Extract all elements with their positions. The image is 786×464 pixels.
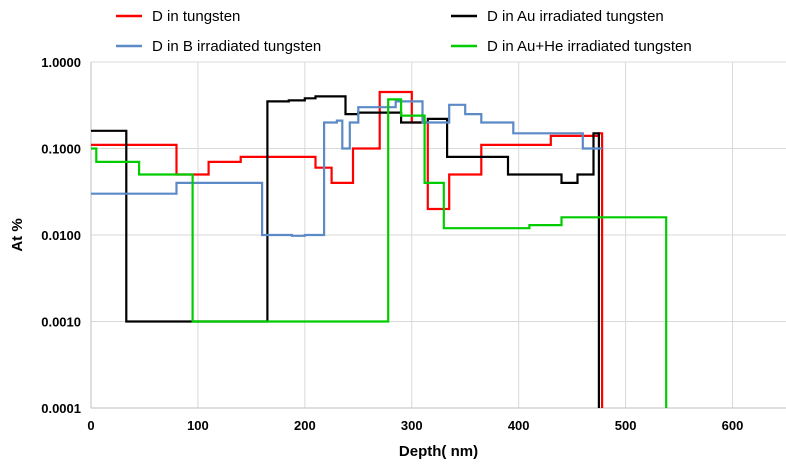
x-tick-label: 600 [722,418,744,433]
plot-frame [90,62,786,409]
series-line-1 [91,90,604,408]
series-line-4 [91,98,668,408]
x-tick-label: 100 [187,418,209,433]
legend-label-1: D in tungsten [152,8,240,25]
x-tick-labels: 0 100 200 300 400 500 600 [87,418,743,433]
x-axis-title: Depth( nm) [399,443,478,460]
x-tick-label: 200 [294,418,316,433]
gridlines [91,61,786,409]
legend: D in tungsten D in Au irradiated tungsten… [116,8,692,55]
series-layer [91,90,668,408]
x-tick-label: 0 [87,418,94,433]
series-line-2 [91,95,600,408]
y-tick-label: 0.1000 [41,142,81,157]
x-tick-label: 300 [401,418,423,433]
x-tick-label: 400 [508,418,530,433]
series-line-3 [91,100,603,237]
y-tick-label: 1.0000 [41,55,81,70]
y-axis-title: At % [9,218,26,251]
legend-label-4: D in Au+He irradiated tungsten [487,38,692,55]
legend-label-2: D in Au irradiated tungsten [487,8,664,25]
y-tick-label: 0.0100 [41,228,81,243]
x-tick-label: 500 [615,418,637,433]
y-tick-label: 0.0001 [41,401,81,416]
y-tick-label: 0.0010 [41,315,81,330]
legend-label-3: D in B irradiated tungsten [152,38,321,55]
y-tick-labels: 1.0000 0.1000 0.0100 0.0010 0.0001 [41,55,81,416]
